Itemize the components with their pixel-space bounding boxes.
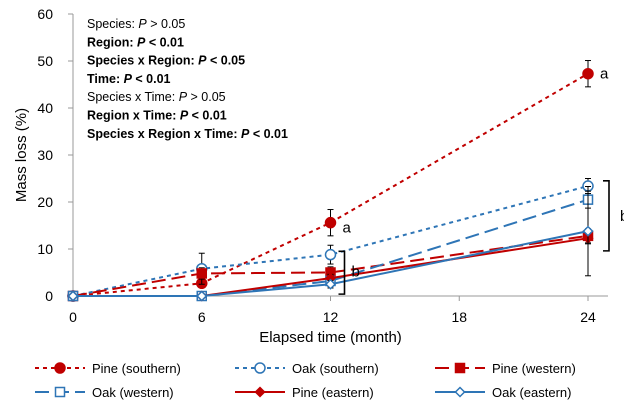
data-point-marker [324,216,337,229]
data-point-marker [324,248,337,261]
legend-label: Pine (western) [492,361,576,376]
series-oak-eastern [67,185,594,302]
y-axis-title: Mass loss (%) [13,108,30,202]
legend-item-oak-eastern: Oak (eastern) [435,385,571,400]
letter-a-24mo: a [600,66,609,83]
letter-b-12mo: b [352,264,360,281]
legend-marker [254,386,266,398]
y-tick-label: 50 [37,53,53,69]
y-tick-label: 0 [45,288,53,304]
bracket-12mo [338,250,346,295]
y-tick-label: 60 [37,6,53,22]
x-tick-label: 0 [69,309,77,325]
legend-label: Oak (western) [92,385,174,400]
stat-line: Time: P < 0.01 [87,72,171,86]
stat-line: Species x Region x Time: P < 0.01 [87,127,288,141]
y-tick-label: 10 [37,241,53,257]
legend-marker [54,362,66,374]
legend-marker [254,362,266,374]
letter-b-24mo: b [620,208,624,225]
legend-item-oak-western: Oak (western) [35,385,174,400]
stat-line: Species x Time: P > 0.05 [87,90,226,104]
data-point-marker [196,268,207,279]
data-point-marker [67,290,79,302]
legend-marker [454,386,466,398]
data-point-marker [582,225,594,237]
series-line [72,72,589,297]
stat-line: Species x Region: P < 0.05 [87,54,245,68]
x-tick-label: 24 [580,309,596,325]
plot-area [67,60,594,302]
data-point-marker [324,278,337,290]
data-point-marker [196,290,208,302]
bracket-24mo [603,180,610,252]
legend-label: Pine (southern) [92,361,181,376]
stat-line: Species: P > 0.05 [87,17,185,31]
x-axis-title: Elapsed time (month) [259,329,402,346]
x-tick-label: 18 [451,309,467,325]
legend-label: Pine (eastern) [292,385,374,400]
legend-marker [454,362,466,374]
series-line [72,185,589,297]
y-tick-label: 20 [37,194,53,210]
series-line [73,230,589,297]
legend: Pine (southern) Oak (southern) Pine (weste… [35,361,576,400]
legend-marker [54,386,66,398]
y-tick-label: 40 [37,100,53,116]
legend-label: Oak (southern) [292,361,379,376]
x-tick-label: 6 [198,309,206,325]
statistics-annotation: Species: P > 0.05 Region: P < 0.01 Species… [87,17,288,141]
significance-letters: a a b b [338,66,624,295]
series-line [72,234,589,297]
legend-item-oak-southern: Oak (southern) [235,361,379,376]
stat-line: Region: P < 0.01 [87,35,184,49]
legend-label: Oak (eastern) [492,385,571,400]
letter-a-12mo: a [343,220,352,237]
stat-line: Region x Time: P < 0.01 [87,109,227,123]
data-point-marker [582,67,594,80]
x-tick-label: 12 [323,309,339,325]
axes: 0 10 20 30 40 50 60 0 6 12 18 24 Elapsed time (month… [13,6,608,346]
y-tick-label: 30 [37,147,53,163]
legend-item-pine-eastern: Pine (eastern) [235,385,374,400]
legend-item-pine-southern: Pine (southern) [35,361,181,376]
legend-item-pine-western: Pine (western) [435,361,576,376]
